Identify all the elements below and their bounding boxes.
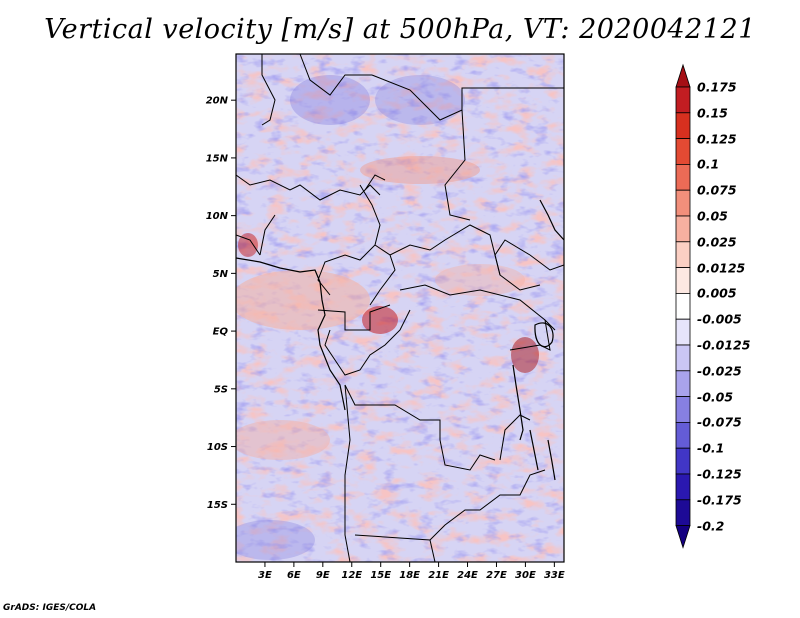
colorbar-label: 0.125 xyxy=(697,131,737,147)
y-tick-label: 10S xyxy=(207,442,228,453)
map-border xyxy=(235,53,565,563)
x-tick-label: 6E xyxy=(287,570,301,581)
colorbar-swatch xyxy=(675,292,691,320)
colorbar-swatch xyxy=(675,370,691,397)
latitude-axis: 20N 15N 10N 5N EQ 5S 10S 15S xyxy=(206,96,236,511)
longitude-axis: 3E 6E 9E 12E 15E 18E 21E 24E 27E 30E 33E xyxy=(258,562,565,581)
colorbar-label: 0.15 xyxy=(697,105,728,121)
colorbar-swatch xyxy=(675,344,691,372)
colorbar-swatch xyxy=(675,421,691,449)
colorbar-swatch xyxy=(675,189,691,217)
colorbar-swatch xyxy=(675,86,691,114)
colorbar-label: -0.075 xyxy=(697,414,742,430)
coastline xyxy=(236,199,564,411)
colorbar-swatch xyxy=(675,447,691,475)
y-tick-label: EQ xyxy=(213,327,229,338)
colorbar-label: 0.0125 xyxy=(697,260,746,276)
x-tick-label: 24E xyxy=(457,570,478,581)
grads-credit: GrADS: IGES/COLA xyxy=(3,603,97,613)
colorbar-swatch xyxy=(675,267,691,294)
chart-title: Vertical velocity [m/s] at 500hPa, VT: 2… xyxy=(44,14,756,45)
y-tick-label: 5S xyxy=(214,384,228,395)
colorbar-label: -0.005 xyxy=(697,311,742,327)
y-tick-label: 10N xyxy=(206,211,229,222)
colorbar-label: -0.2 xyxy=(697,518,725,534)
colorbar-swatch xyxy=(675,525,691,549)
colorbar-swatch xyxy=(675,241,691,269)
vertical-velocity-field xyxy=(236,54,564,562)
colorbar-label: 0.075 xyxy=(697,182,737,198)
colorbar-swatch xyxy=(675,499,691,526)
colorbar-label: -0.1 xyxy=(697,440,725,456)
colorbar-label: -0.025 xyxy=(697,363,742,379)
colorbar-label: -0.0125 xyxy=(697,337,751,353)
x-tick-label: 15E xyxy=(370,570,391,581)
x-tick-label: 9E xyxy=(316,570,330,581)
colorbar-swatches xyxy=(675,63,691,549)
y-tick-label: 20N xyxy=(206,96,229,107)
colorbar-label: 0.175 xyxy=(697,79,737,95)
colorbar-swatch xyxy=(675,215,691,243)
colorbar-label: -0.05 xyxy=(697,389,734,405)
colorbar-swatch xyxy=(675,138,691,165)
country-boundaries xyxy=(236,54,564,562)
x-tick-label: 18E xyxy=(399,570,420,581)
colorbar-label: -0.175 xyxy=(697,492,742,508)
x-tick-label: 33E xyxy=(544,570,565,581)
colorbar-swatch xyxy=(675,473,691,501)
colorbar xyxy=(675,63,691,549)
colorbar-swatch xyxy=(675,318,691,346)
colorbar-swatch xyxy=(675,112,691,139)
x-tick-label: 21E xyxy=(428,570,449,581)
lakes xyxy=(512,322,556,481)
x-tick-label: 30E xyxy=(515,570,536,581)
y-tick-label: 15S xyxy=(207,500,228,511)
colorbar-swatch xyxy=(675,396,691,423)
y-tick-label: 5N xyxy=(213,269,229,280)
x-tick-label: 12E xyxy=(341,570,362,581)
colorbar-label: 0.005 xyxy=(697,285,737,301)
colorbar-swatch xyxy=(675,63,691,88)
x-tick-label: 27E xyxy=(486,570,507,581)
y-tick-label: 15N xyxy=(206,153,229,164)
colorbar-label: 0.05 xyxy=(697,208,728,224)
colorbar-label: 0.025 xyxy=(697,234,737,250)
colorbar-swatch xyxy=(675,164,691,191)
colorbar-label: 0.1 xyxy=(697,156,720,172)
x-tick-label: 3E xyxy=(258,570,272,581)
colorbar-label: -0.125 xyxy=(697,466,742,482)
